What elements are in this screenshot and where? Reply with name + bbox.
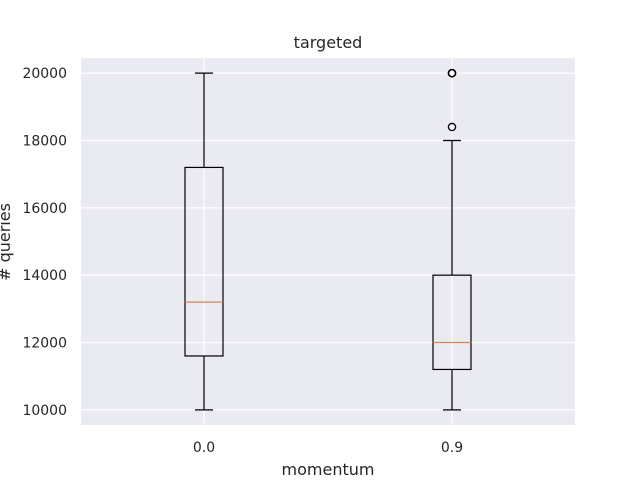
x-tick-label: 0.9 bbox=[441, 440, 463, 456]
outlier-point bbox=[447, 68, 457, 78]
plot-area bbox=[81, 58, 575, 425]
x-axis-label: momentum bbox=[282, 460, 375, 479]
iqr-box bbox=[184, 166, 224, 357]
x-tick-labels: 0.0 0.9 bbox=[193, 440, 463, 456]
y-tick-label: 10000 bbox=[22, 403, 67, 419]
box-group-0-9 bbox=[432, 68, 472, 411]
y-tick-label: 18000 bbox=[22, 133, 67, 149]
y-tick-label: 16000 bbox=[22, 201, 67, 217]
y-tick-label: 12000 bbox=[22, 336, 67, 352]
x-tick-label: 0.0 bbox=[193, 440, 215, 456]
y-tick-label: 20000 bbox=[22, 66, 67, 82]
outlier-point bbox=[447, 122, 457, 132]
box-layer bbox=[184, 68, 472, 411]
box-group-0-0 bbox=[184, 72, 224, 411]
y-tick-labels: 10000 12000 14000 16000 18000 20000 bbox=[22, 66, 67, 419]
y-tick-label: 14000 bbox=[22, 268, 67, 284]
y-axis-label: # queries bbox=[0, 203, 14, 281]
chart-title: targeted bbox=[294, 33, 363, 52]
iqr-box bbox=[432, 274, 472, 371]
